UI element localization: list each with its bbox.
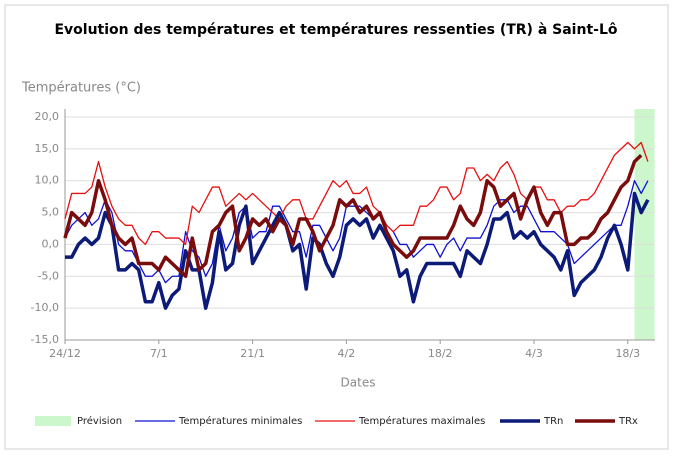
y-tick-label: -10,0 bbox=[31, 301, 59, 314]
x-axis-title: Dates bbox=[341, 376, 376, 390]
chart-frame bbox=[4, 4, 669, 450]
y-axis-title: Températures (°C) bbox=[21, 81, 141, 96]
legend-label: TRn bbox=[543, 416, 563, 427]
legend-swatch bbox=[35, 416, 71, 426]
x-tick-label: 18/2 bbox=[428, 347, 453, 360]
forecast-band bbox=[634, 109, 655, 340]
x-tick-label: 4/3 bbox=[525, 347, 543, 360]
chart-title: Evolution des températures et températur… bbox=[54, 22, 617, 38]
y-tick-label: 0,0 bbox=[42, 237, 60, 250]
y-tick-label: 15,0 bbox=[35, 142, 60, 155]
x-tick-label: 4/2 bbox=[338, 347, 356, 360]
legend-label: Températures minimales bbox=[178, 415, 302, 427]
x-tick-label: 18/3 bbox=[615, 347, 640, 360]
x-tick-label: 24/12 bbox=[49, 347, 81, 360]
legend-label: Températures maximales bbox=[358, 415, 485, 427]
y-tick-label: 20,0 bbox=[35, 110, 60, 123]
x-tick-label: 21/1 bbox=[240, 347, 265, 360]
series-line bbox=[63, 153, 643, 279]
legend-label: TRx bbox=[618, 416, 638, 427]
y-tick-label: -5,0 bbox=[38, 269, 59, 282]
series-line bbox=[65, 191, 650, 310]
x-tick-label: 7/1 bbox=[150, 347, 168, 360]
y-tick-label: 10,0 bbox=[35, 174, 60, 187]
series-line bbox=[64, 141, 649, 246]
y-tick-label: -15,0 bbox=[31, 333, 59, 346]
y-tick-label: 5,0 bbox=[42, 206, 60, 219]
legend-label: Prévision bbox=[77, 415, 122, 427]
